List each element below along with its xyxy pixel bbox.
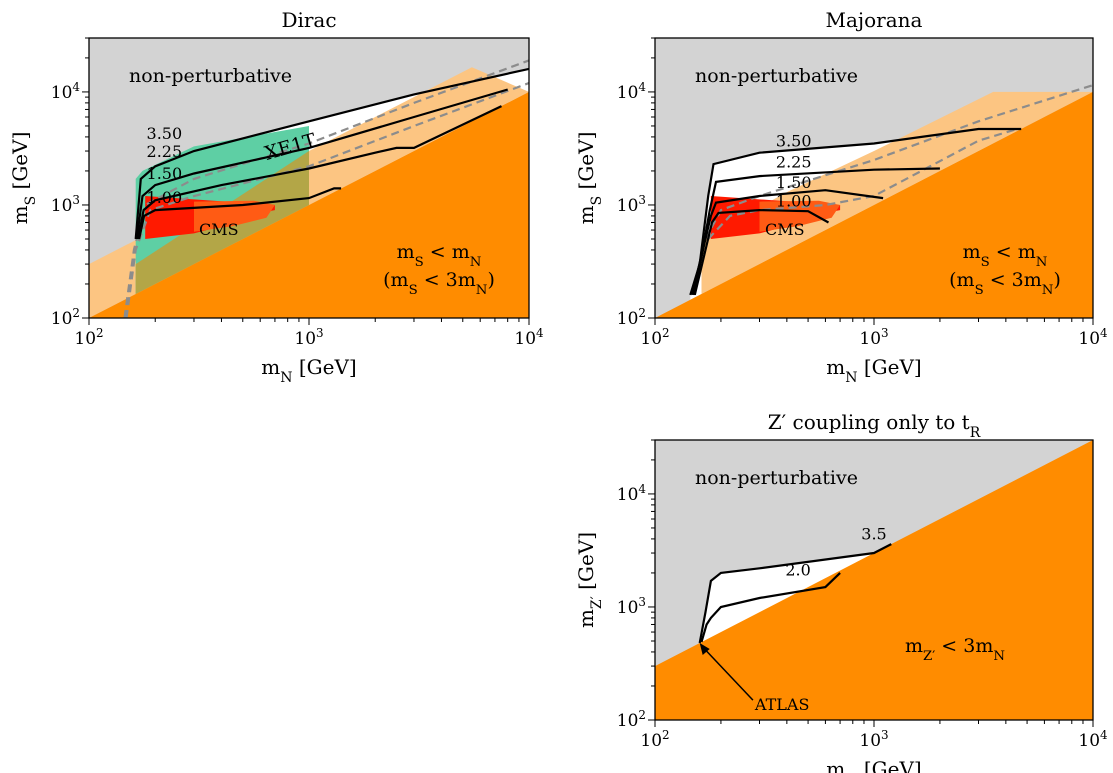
contour-label-1.00: 1.00 bbox=[147, 188, 183, 207]
kinematic-3m-label: (mS < 3mN) bbox=[383, 269, 495, 298]
cms-label: CMS bbox=[199, 220, 239, 239]
dashed-line-0 bbox=[123, 59, 529, 318]
axes: 102 103 104 102 103 104 bbox=[617, 37, 1108, 349]
y-axis-label: mZ′ [GeV] bbox=[574, 532, 605, 628]
x-axis-label: mN [GeV] bbox=[261, 355, 356, 386]
y-tick-label: 104 bbox=[617, 482, 646, 505]
cms-label: CMS bbox=[765, 220, 805, 239]
contour-label-2.25: 2.25 bbox=[147, 142, 183, 161]
x-axis-label: mN [GeV] bbox=[826, 355, 921, 386]
x-tick-label: 103 bbox=[859, 728, 888, 751]
y-tick-label: 103 bbox=[51, 193, 80, 216]
axes: 102 103 104 102 103 104 bbox=[617, 439, 1108, 751]
chart-title: Dirac bbox=[281, 8, 336, 32]
x-axis-label: mN [GeV] bbox=[826, 757, 921, 773]
y-tick-label: 102 bbox=[51, 306, 80, 329]
contour-1.00 bbox=[693, 208, 830, 296]
plot-area: 3.50 2.25 1.501.00 bbox=[655, 38, 1093, 318]
atlas-arrow bbox=[702, 646, 754, 701]
contour-3.5 bbox=[698, 543, 892, 644]
atlas-arrow-head bbox=[699, 642, 710, 655]
y-axis-label: mS [GeV] bbox=[8, 132, 39, 225]
contour-1.50 bbox=[692, 189, 884, 296]
x-tick-label: 102 bbox=[74, 326, 103, 349]
x-tick-label: 102 bbox=[640, 728, 669, 751]
y-tick-label: 102 bbox=[617, 708, 646, 731]
atlas-label: ATLAS bbox=[754, 695, 810, 714]
contour-label-2.25: 2.25 bbox=[776, 152, 812, 171]
x-tick-label: 103 bbox=[294, 326, 323, 349]
contour-label-1.50: 1.50 bbox=[147, 164, 183, 183]
contour-label-3.5: 3.5 bbox=[861, 525, 886, 544]
x-tick-label: 104 bbox=[514, 326, 543, 349]
contour-1.50 bbox=[136, 105, 502, 240]
nonperturbative-label: non-perturbative bbox=[129, 65, 292, 87]
kinematic-region bbox=[655, 440, 1093, 720]
panel-majorana: 3.50 2.25 1.501.00 non-perturbative mS < mN(… bbox=[574, 8, 1108, 386]
kinematic-label: mZ′ < 3mN bbox=[905, 635, 1005, 664]
contour-2.0 bbox=[700, 572, 841, 643]
x-tick-label: 104 bbox=[1078, 728, 1107, 751]
dashed-line-1 bbox=[707, 127, 1018, 240]
chart-title: Majorana bbox=[826, 8, 923, 32]
contour-3.50 bbox=[134, 67, 529, 240]
y-tick-label: 104 bbox=[51, 80, 80, 103]
panel-dirac: 3.502.25 1.50 1.00 non-perturbative mS < mN(… bbox=[8, 8, 544, 386]
cms-expected-region bbox=[194, 200, 275, 232]
contour-label-1.50: 1.50 bbox=[776, 173, 812, 192]
kinematic-3m-label: (mS < 3mN) bbox=[949, 269, 1061, 298]
contour-label-1.00: 1.00 bbox=[776, 191, 812, 210]
x-tick-label: 103 bbox=[859, 326, 888, 349]
plot-area: 3.502.25 1.50 1.00 bbox=[89, 38, 529, 318]
y-tick-label: 102 bbox=[617, 306, 646, 329]
dashed-line-1 bbox=[125, 81, 529, 318]
contour-label-3.50: 3.50 bbox=[776, 131, 812, 150]
kinematic-region bbox=[655, 91, 1093, 318]
axes: 102 103 104 102 103 104 bbox=[51, 37, 544, 349]
y-tick-label: 103 bbox=[617, 595, 646, 618]
y-tick-label: 104 bbox=[617, 80, 646, 103]
nonperturbative-label: non-perturbative bbox=[695, 467, 858, 489]
contour-label-2.0: 2.0 bbox=[785, 560, 810, 579]
x-tick-label: 102 bbox=[640, 326, 669, 349]
contour-label-3.50: 3.50 bbox=[147, 124, 183, 143]
y-tick-label: 103 bbox=[617, 193, 646, 216]
nonperturbative-label: non-perturbative bbox=[695, 65, 858, 87]
kinematic-region bbox=[89, 91, 529, 318]
contour-1.00 bbox=[138, 187, 342, 240]
x-tick-label: 104 bbox=[1078, 326, 1107, 349]
y-axis-label: mS [GeV] bbox=[574, 132, 605, 225]
kinematic-label: mS < mN bbox=[963, 241, 1048, 270]
chart-title: Z′ coupling only to tR bbox=[768, 410, 981, 441]
kinematic-label: mS < mN bbox=[397, 241, 482, 270]
contour-2.25 bbox=[135, 88, 509, 240]
